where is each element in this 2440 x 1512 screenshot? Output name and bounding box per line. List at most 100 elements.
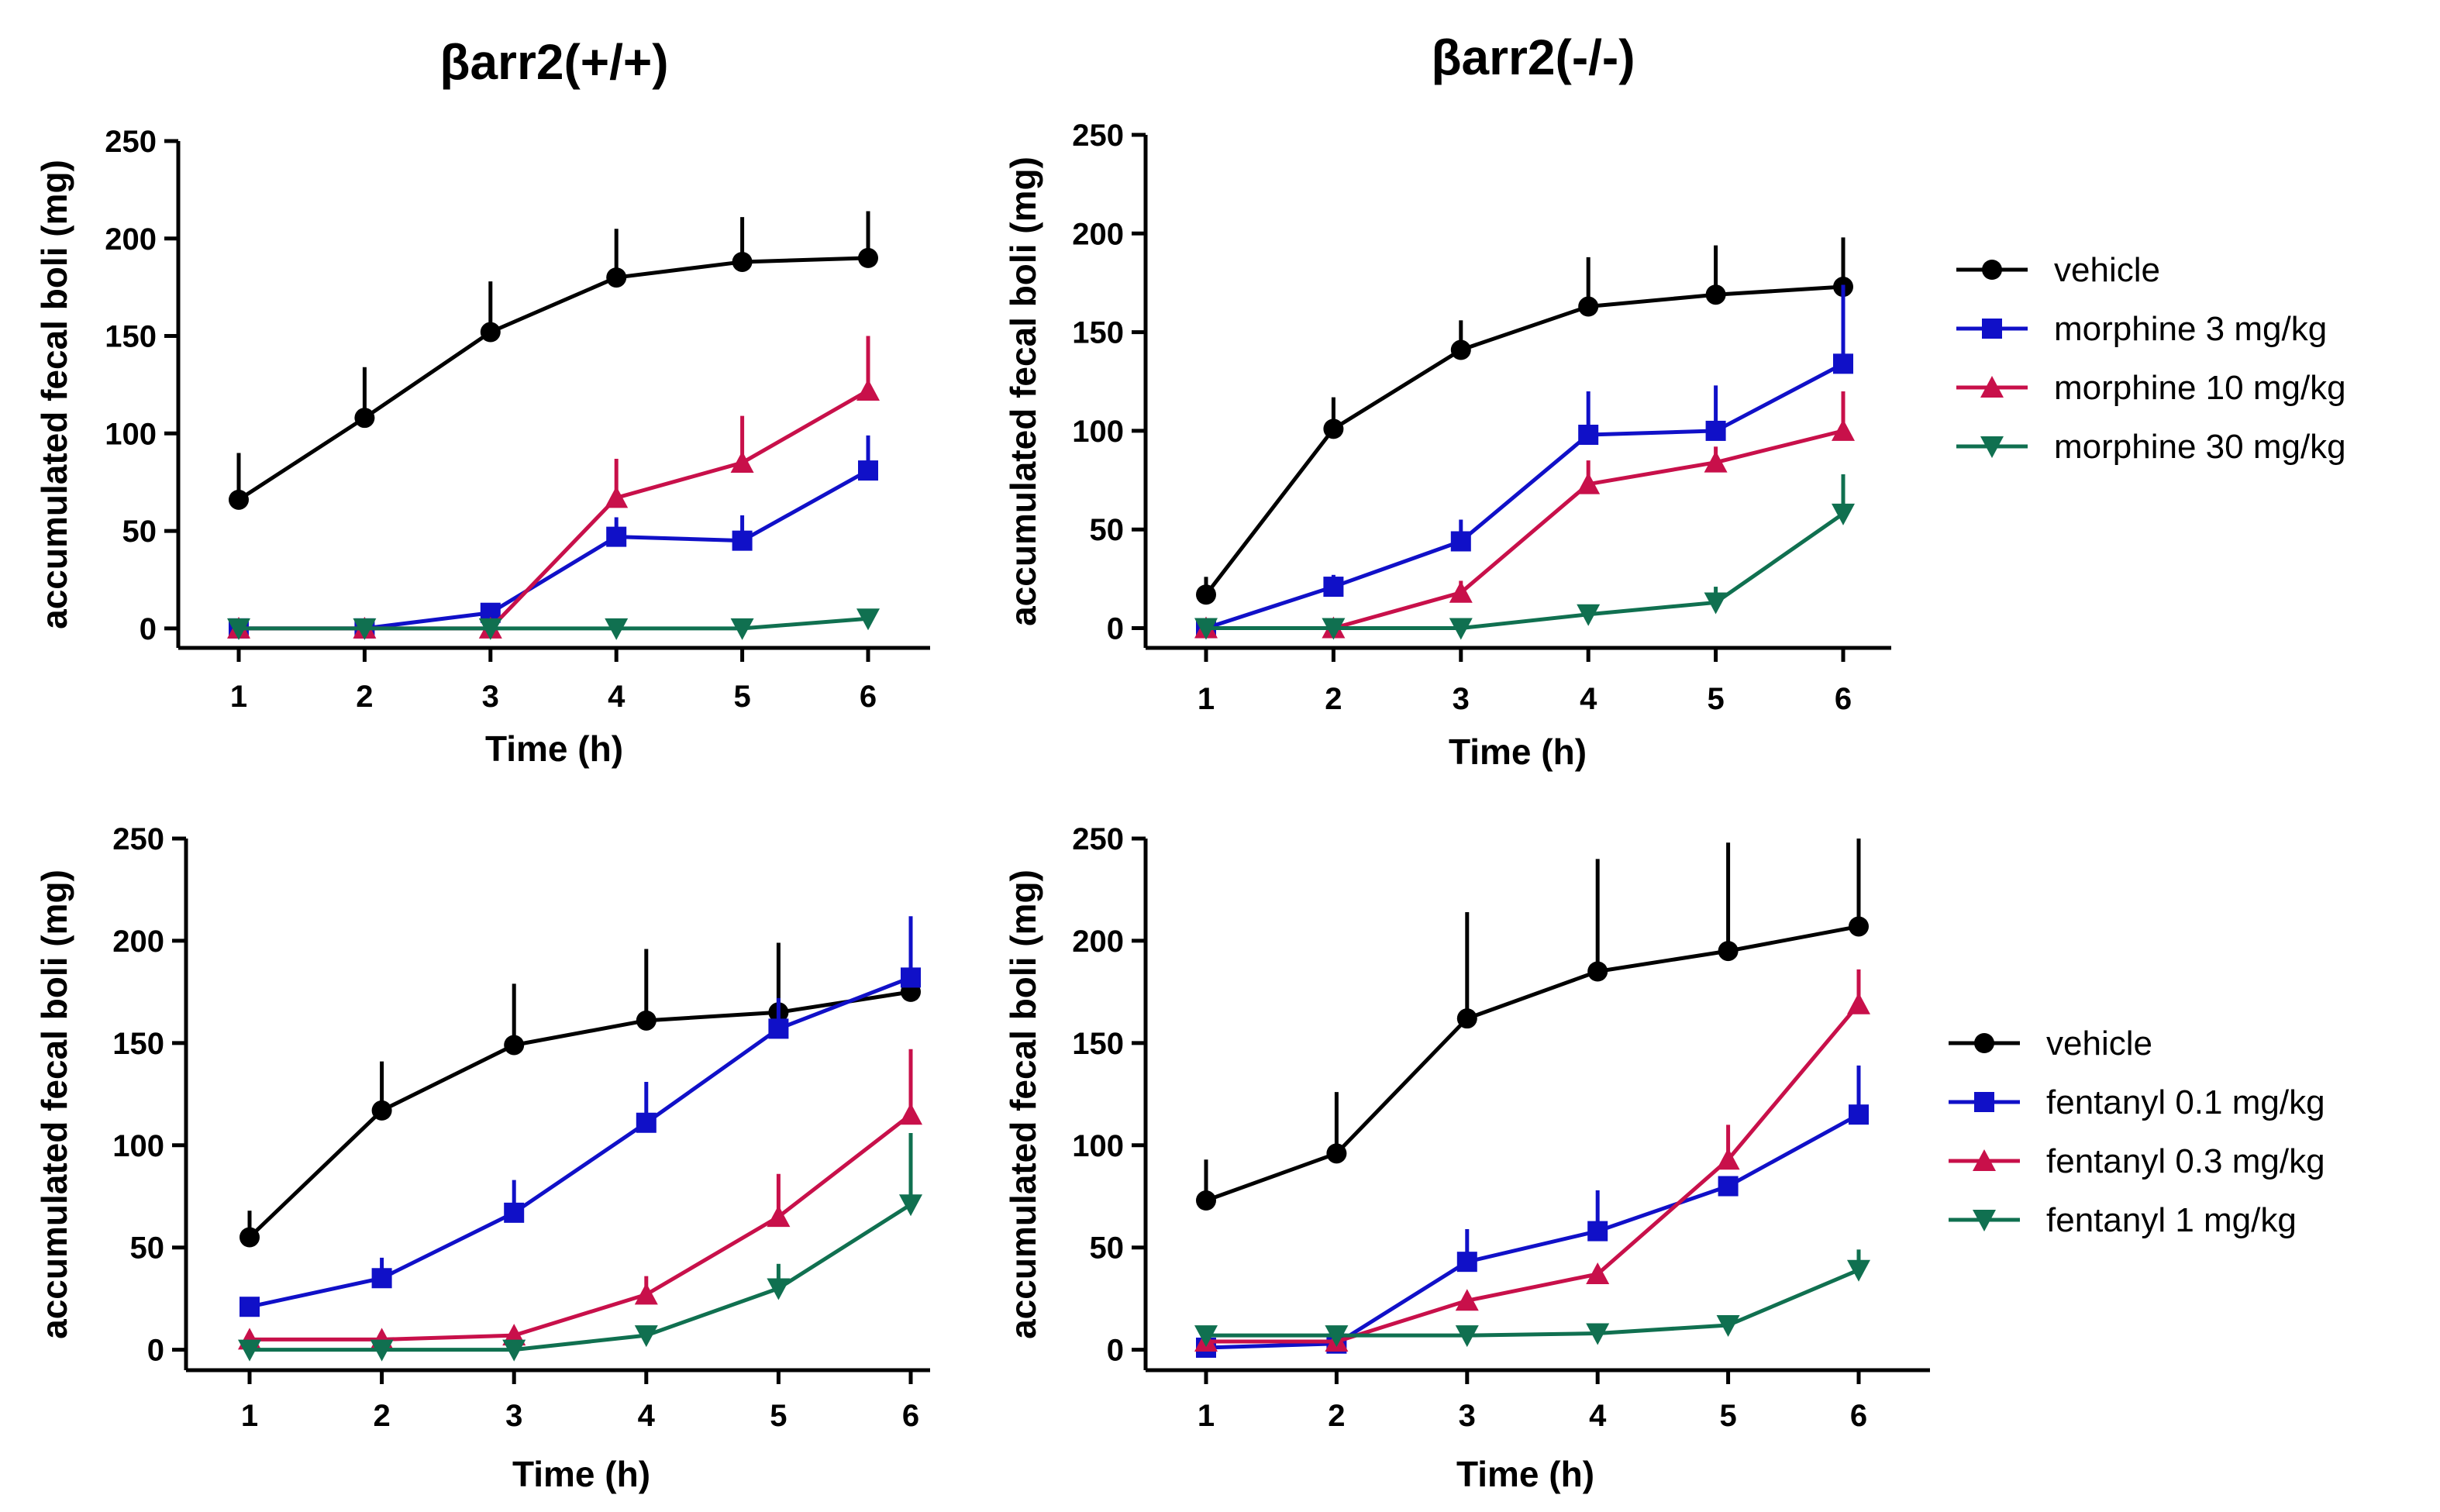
legend-2: vehicle fentanyl 0.1 mg/kg fentanyl 0.3 mg… [1949, 1025, 2325, 1239]
data-point [856, 608, 880, 631]
series-line [1205, 924, 1859, 1203]
data-point [1450, 339, 1471, 360]
data-point [1705, 284, 1726, 305]
data-point [240, 1297, 260, 1317]
legend-item: fentanyl 0.1 mg/kg [1949, 1083, 2325, 1121]
data-point [1326, 1143, 1347, 1164]
y-tick-label: 250 [1072, 119, 1124, 153]
series-1 [229, 435, 878, 639]
data-point [229, 489, 249, 510]
series-1 [1196, 284, 1853, 639]
series-1 [240, 916, 921, 1317]
legend-label: fentanyl 0.3 mg/kg [2046, 1142, 2325, 1180]
data-point [767, 1205, 791, 1228]
x-tick-label: 1 [1198, 682, 1215, 716]
data-point [1849, 916, 1869, 937]
series-0 [1196, 237, 1853, 605]
data-point [1704, 592, 1728, 615]
y-tick-label: 50 [122, 515, 157, 549]
data-point [606, 267, 627, 288]
legend-label: fentanyl 0.1 mg/kg [2046, 1083, 2325, 1121]
x-tick-label: 6 [860, 680, 877, 714]
legend-label: morphine 10 mg/kg [2054, 369, 2346, 407]
x-tick-label: 3 [482, 680, 499, 714]
series-3 [227, 608, 880, 640]
x-axis-title: Time (h) [512, 1454, 650, 1494]
data-point [1455, 1289, 1479, 1311]
data-point [480, 322, 501, 343]
data-point [1322, 618, 1346, 640]
data-point [240, 1227, 260, 1248]
y-tick-label: 50 [1090, 513, 1125, 547]
y-tick-label: 250 [1072, 822, 1124, 856]
data-point [1716, 1314, 1740, 1337]
series-line [1205, 1113, 1860, 1350]
legend-marker [1980, 436, 2004, 458]
data-point [1586, 1262, 1610, 1284]
series-0 [1196, 839, 1869, 1211]
x-tick-label: 3 [1459, 1399, 1476, 1433]
x-tick-label: 2 [373, 1399, 390, 1433]
x-axis-title: Time (h) [1449, 732, 1587, 772]
series-3 [1194, 474, 1855, 640]
data-point [1456, 1008, 1477, 1029]
data-point [899, 1103, 922, 1125]
x-tick-label: 4 [608, 680, 626, 714]
legend-marker [1974, 1033, 1994, 1053]
x-tick-label: 2 [1328, 1399, 1345, 1433]
data-point [1718, 1176, 1739, 1197]
data-point [605, 618, 629, 640]
legend-marker [1974, 1092, 1994, 1112]
y-axis-title: accumulated fecal boli (mg) [1003, 157, 1043, 626]
data-point [504, 1202, 525, 1223]
x-tick-label: 3 [505, 1399, 522, 1433]
y-tick-label: 150 [112, 1027, 164, 1061]
y-tick-label: 200 [105, 222, 157, 257]
x-tick-label: 1 [241, 1399, 258, 1433]
legend-item: fentanyl 0.3 mg/kg [1949, 1142, 2325, 1180]
x-tick-label: 2 [1325, 682, 1342, 716]
data-point [730, 618, 754, 640]
legend-marker [1982, 260, 2002, 280]
series-line [239, 616, 869, 631]
series-line [250, 1203, 912, 1352]
series-line [1206, 511, 1845, 631]
data-point [1718, 941, 1739, 962]
legend-marker [1973, 1149, 1996, 1171]
data-point [767, 1278, 791, 1300]
data-point [1325, 1325, 1349, 1348]
legend-item: vehicle [1949, 1025, 2152, 1063]
data-point [478, 618, 502, 640]
data-point [1832, 418, 1855, 441]
data-point [856, 378, 880, 401]
series-3 [238, 1132, 922, 1362]
series-line [248, 990, 912, 1239]
y-tick-label: 150 [1072, 316, 1124, 350]
x-axis-title: Time (h) [485, 728, 623, 769]
y-tick-label: 200 [1072, 925, 1124, 959]
data-point [730, 451, 754, 474]
title-knockout: βarr2(-/-) [1431, 29, 1635, 85]
y-tick-label: 150 [105, 320, 157, 354]
data-point [636, 1112, 657, 1133]
data-point [732, 530, 753, 551]
panel-3: 0 50 100 150 200 250 1 2 3 4 5 6 Time (h) accumulated… [34, 822, 930, 1494]
data-point [370, 1339, 394, 1362]
data-point [227, 618, 250, 640]
data-point [1705, 420, 1726, 441]
y-tick-label: 0 [1107, 612, 1124, 646]
data-point [1578, 425, 1599, 446]
panel-4: 0 50 100 150 200 250 1 2 3 4 5 6 Time (h) accumulated… [1003, 822, 1930, 1494]
data-point [371, 1268, 392, 1289]
data-point [1587, 961, 1608, 982]
series-0 [229, 211, 878, 510]
y-tick-label: 250 [105, 125, 157, 159]
series-line [250, 1113, 912, 1342]
series-line [1205, 362, 1845, 630]
data-point [1450, 531, 1471, 552]
data-point [353, 618, 377, 640]
x-tick-label: 5 [733, 680, 750, 714]
chart-legends: vehicle morphine 3 mg/kg morphine 10 mg/kg… [1949, 251, 2346, 1239]
data-point [1577, 472, 1601, 494]
